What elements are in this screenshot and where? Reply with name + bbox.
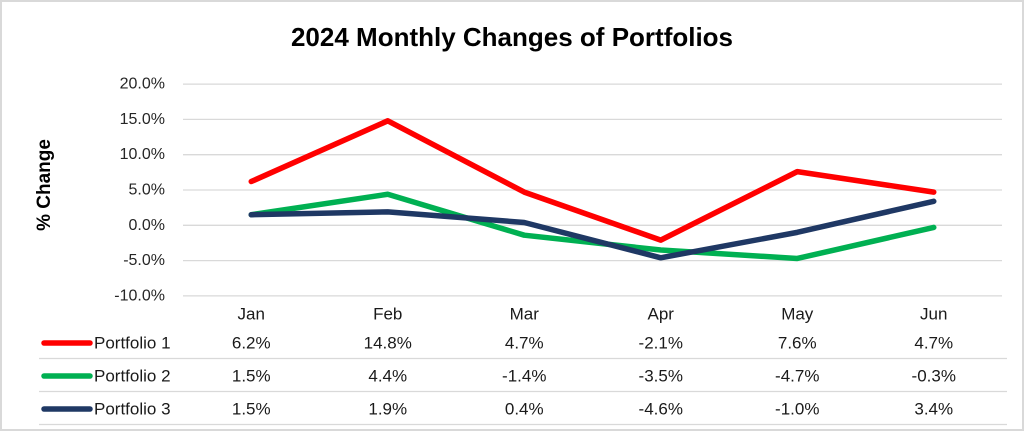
table-value: 4.7% [914,334,953,353]
table-value: 3.4% [914,400,953,419]
month-header: Feb [373,305,402,324]
series-line-portfolio-3 [248,198,937,261]
table-value: 4.7% [505,334,544,353]
table-value: -4.6% [639,400,683,419]
table-value: 7.6% [778,334,817,353]
table-value: 14.8% [364,334,412,353]
y-tick-label: 5.0% [129,182,165,199]
table-value: -1.0% [775,400,819,419]
table-value: 1.5% [232,400,271,419]
series-line-portfolio-1 [248,118,937,243]
y-tick-label: -10.0% [114,287,165,304]
table-value: -3.5% [639,367,683,386]
table-value: 6.2% [232,334,271,353]
table-value: -0.3% [912,367,956,386]
month-header: Mar [510,305,540,324]
y-tick-label: 0.0% [129,217,165,234]
table-value: -1.4% [502,367,546,386]
table-value: 1.9% [368,400,407,419]
y-tick-label: -5.0% [123,252,165,269]
y-tick-label: 20.0% [120,76,165,93]
month-header: Jun [920,305,947,324]
month-header: May [781,305,814,324]
legend-label: Portfolio 2 [94,367,171,386]
chart-title: 2024 Monthly Changes of Portfolios [290,22,734,52]
y-tick-label: 15.0% [120,111,165,128]
y-tick-label: 10.0% [120,146,165,163]
month-header: Apr [648,305,675,324]
legend-label: Portfolio 3 [94,400,171,419]
table-value: -4.7% [775,367,819,386]
month-header: Jan [238,305,265,324]
table-value: 1.5% [232,367,271,386]
table-value: 4.4% [368,367,407,386]
table-value: 0.4% [505,400,544,419]
legend-label: Portfolio 1 [94,334,171,353]
table-value: -2.1% [639,334,683,353]
